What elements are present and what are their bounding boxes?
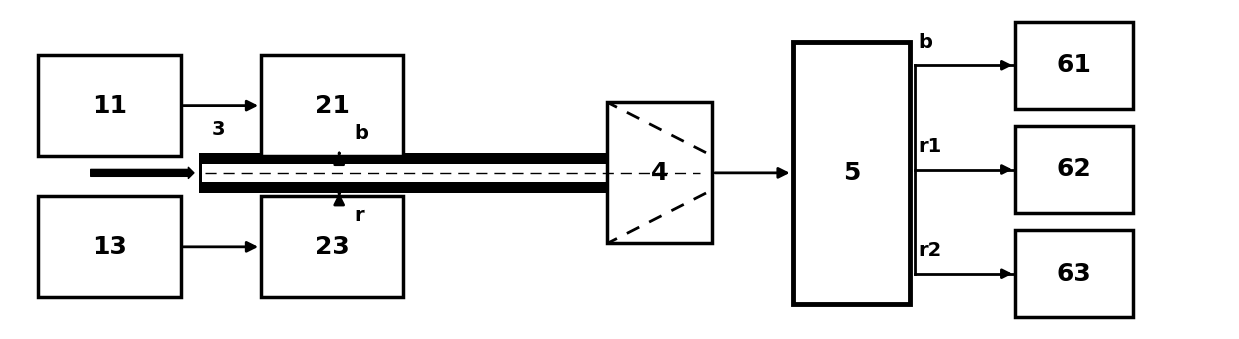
Text: r1: r1 xyxy=(918,137,942,156)
Bar xyxy=(199,153,706,193)
Text: b: b xyxy=(354,124,368,143)
Bar xyxy=(607,102,712,243)
Text: 11: 11 xyxy=(92,94,128,118)
Text: 23: 23 xyxy=(315,235,349,259)
Text: r: r xyxy=(354,206,363,225)
Text: r2: r2 xyxy=(918,241,942,260)
Bar xyxy=(793,42,909,304)
Bar xyxy=(1015,230,1132,317)
Text: 62: 62 xyxy=(1057,158,1092,181)
Text: 21: 21 xyxy=(315,94,349,118)
Text: 4: 4 xyxy=(650,161,668,185)
Text: 3: 3 xyxy=(212,120,225,139)
Bar xyxy=(38,55,181,156)
Text: 61: 61 xyxy=(1057,53,1092,77)
Text: 63: 63 xyxy=(1057,262,1092,286)
Bar xyxy=(1015,126,1132,213)
Text: 13: 13 xyxy=(92,235,126,259)
Bar xyxy=(202,164,704,182)
Bar xyxy=(1015,22,1132,109)
Bar xyxy=(261,196,403,297)
Text: 5: 5 xyxy=(843,161,860,185)
Bar xyxy=(38,196,181,297)
Bar xyxy=(261,55,403,156)
Text: b: b xyxy=(918,33,933,52)
